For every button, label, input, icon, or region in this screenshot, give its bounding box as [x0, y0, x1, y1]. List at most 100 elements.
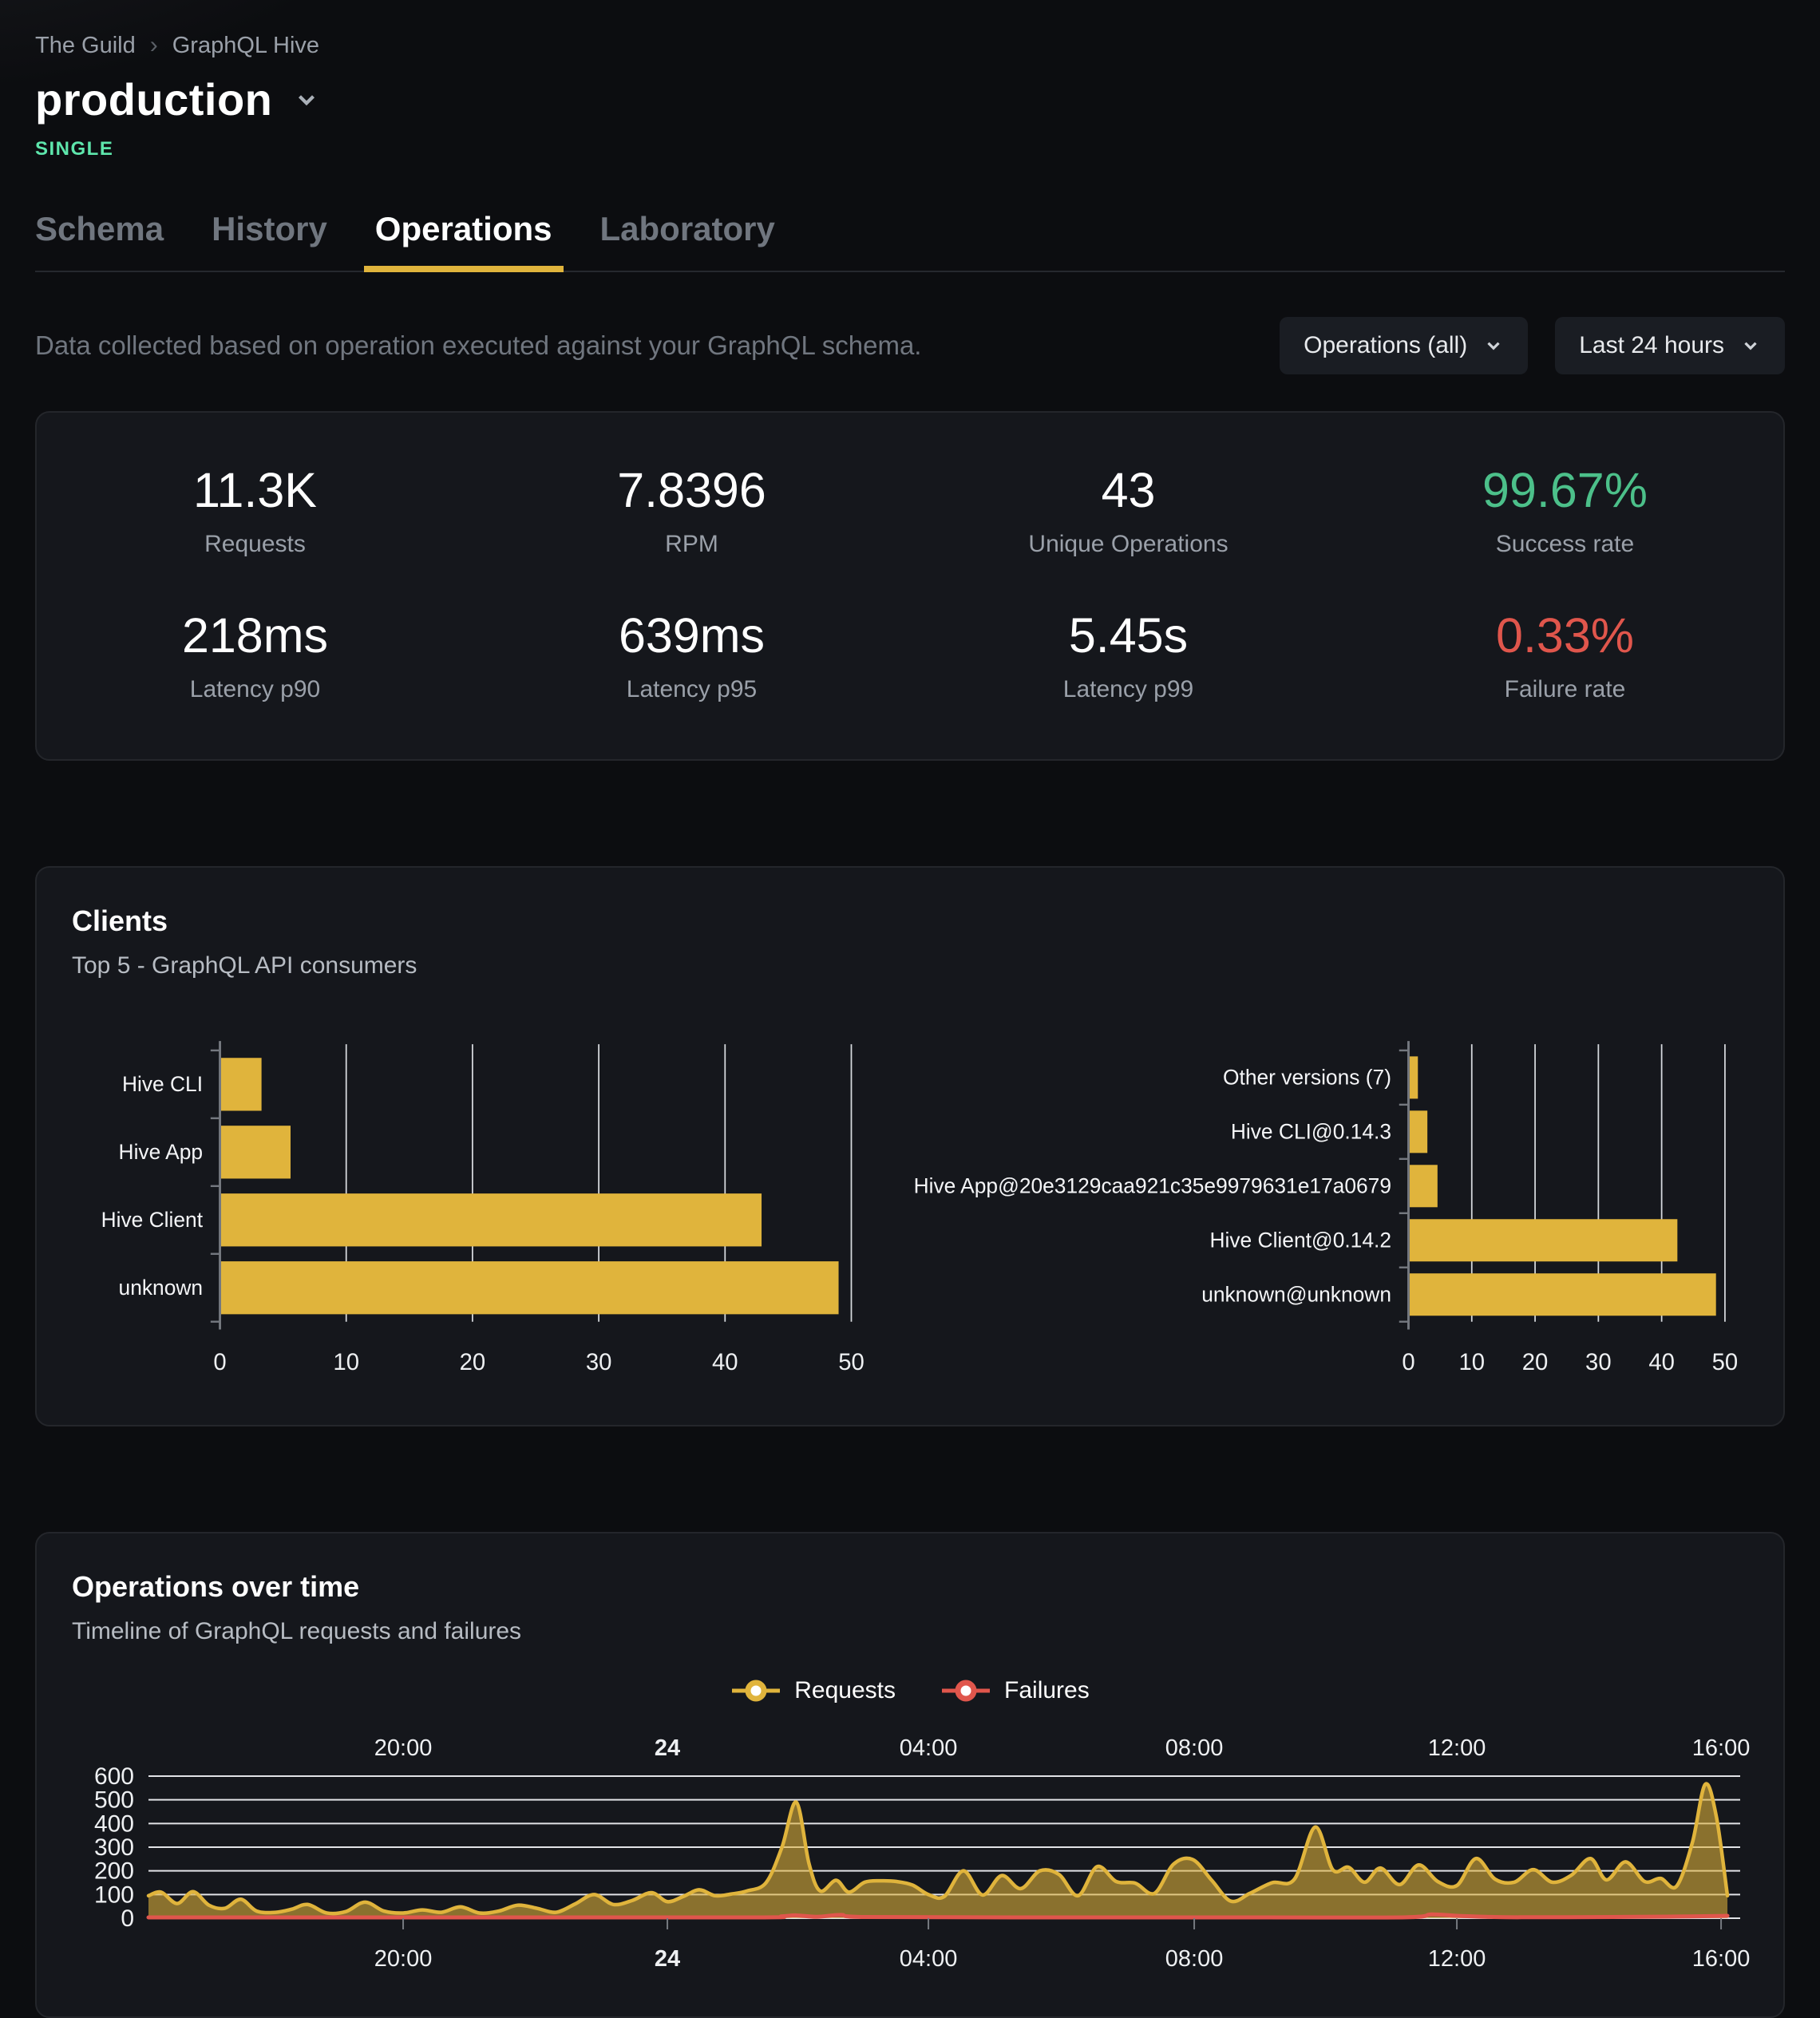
clients-subtitle: Top 5 - GraphQL API consumers: [72, 952, 417, 979]
chevron-down-icon: [1744, 342, 1757, 350]
stat-latency-p95-value: 639ms: [618, 608, 766, 663]
requests-series-marker-icon: [732, 1680, 781, 1702]
stat-unique-operations-label: Unique Operations: [1028, 531, 1228, 557]
legend-item-failures[interactable]: Failures: [940, 1677, 1090, 1704]
svg-text:Hive Client: Hive Client: [101, 1208, 204, 1232]
svg-text:50: 50: [1711, 1349, 1738, 1375]
svg-text:10: 10: [333, 1349, 359, 1375]
stats-summary-card: 11.3K Requests 7.8396 RPM 43 Unique Oper…: [35, 411, 1785, 761]
stat-latency-p99-label: Latency p99: [1062, 676, 1194, 702]
stat-failure-rate: 0.33% Failure rate: [1347, 607, 1783, 703]
stat-rpm: 7.8396 RPM: [473, 462, 910, 558]
svg-text:24: 24: [655, 1735, 680, 1761]
breadcrumb-separator-icon: ›: [149, 32, 158, 58]
svg-text:12:00: 12:00: [1428, 1735, 1486, 1761]
operations-over-time-subtitle: Timeline of GraphQL requests and failure…: [72, 1618, 522, 1644]
svg-text:Hive App@20e3129caa921c35e9979: Hive App@20e3129caa921c35e9979631e17a067…: [913, 1174, 1391, 1198]
chevron-down-icon: [1487, 342, 1500, 350]
stat-failure-rate-value: 0.33%: [1496, 608, 1634, 663]
tab-schema[interactable]: Schema: [35, 210, 164, 247]
stat-latency-p90: 218ms Latency p90: [37, 607, 473, 703]
svg-text:Hive CLI@0.14.3: Hive CLI@0.14.3: [1231, 1120, 1391, 1144]
svg-text:08:00: 08:00: [1165, 1946, 1224, 1972]
failures-series-marker-icon: [942, 1680, 991, 1702]
stat-success-rate-value: 99.67%: [1482, 463, 1648, 517]
stat-rpm-value: 7.8396: [617, 463, 766, 517]
svg-text:200: 200: [94, 1858, 134, 1885]
tab-laboratory[interactable]: Laboratory: [599, 210, 775, 247]
svg-text:24: 24: [655, 1946, 680, 1972]
stat-failure-rate-label: Failure rate: [1504, 676, 1626, 702]
time-range-label: Last 24 hours: [1579, 332, 1724, 358]
stat-latency-p99: 5.45s Latency p99: [910, 607, 1347, 703]
operations-filter-label: Operations (all): [1304, 332, 1468, 358]
stat-latency-p90-value: 218ms: [181, 608, 329, 663]
svg-text:40: 40: [1648, 1349, 1675, 1375]
operations-toolbar: Data collected based on operation execut…: [0, 272, 1820, 374]
svg-text:Hive App: Hive App: [119, 1140, 204, 1164]
breadcrumb-org-link[interactable]: The Guild: [35, 32, 136, 58]
svg-text:20: 20: [460, 1349, 486, 1375]
stat-requests-label: Requests: [204, 531, 306, 557]
svg-text:04:00: 04:00: [900, 1735, 958, 1761]
breadcrumb: The Guild › GraphQL Hive: [35, 32, 1785, 59]
stat-unique-operations: 43 Unique Operations: [910, 462, 1347, 558]
svg-text:500: 500: [94, 1787, 134, 1814]
svg-text:0: 0: [1402, 1349, 1414, 1375]
stat-success-rate: 99.67% Success rate: [1347, 462, 1783, 558]
svg-text:04:00: 04:00: [900, 1946, 958, 1972]
svg-text:unknown@unknown: unknown@unknown: [1201, 1283, 1391, 1307]
svg-text:Hive Client@0.14.2: Hive Client@0.14.2: [1209, 1229, 1391, 1252]
stat-latency-p95-label: Latency p95: [626, 676, 758, 702]
svg-text:30: 30: [1585, 1349, 1612, 1375]
svg-text:Other versions (7): Other versions (7): [1223, 1066, 1391, 1090]
breadcrumb-project-link[interactable]: GraphQL Hive: [172, 32, 320, 58]
timeline-legend: Requests Failures: [72, 1677, 1748, 1704]
svg-text:100: 100: [94, 1881, 134, 1908]
stat-latency-p90-label: Latency p90: [189, 676, 321, 702]
legend-label-failures: Failures: [1004, 1677, 1090, 1703]
time-range-filter-button[interactable]: Last 24 hours: [1555, 317, 1785, 374]
operations-timeline-chart: 20:00 24 04:00 08:00 12:00 16:00 0100200300400…: [94, 1735, 1751, 1972]
page-header: The Guild › GraphQL Hive production SING…: [0, 0, 1820, 272]
operations-over-time-card: Operations over time Timeline of GraphQL…: [35, 1532, 1785, 2018]
target-mode-badge: SINGLE: [35, 138, 114, 160]
svg-text:400: 400: [94, 1810, 134, 1837]
svg-text:600: 600: [94, 1763, 134, 1790]
svg-text:0: 0: [213, 1349, 226, 1375]
page-title: production: [35, 74, 273, 125]
clients-card: Clients Top 5 - GraphQL API consumers Hi…: [35, 866, 1785, 1426]
clients-by-name-bar-chart: Hive CLI Hive App Hive Client unknown 0 10 20 3…: [101, 1041, 864, 1375]
svg-text:20: 20: [1522, 1349, 1549, 1375]
legend-label-requests: Requests: [794, 1677, 896, 1703]
svg-text:unknown: unknown: [119, 1276, 204, 1300]
tab-operations[interactable]: Operations: [363, 210, 564, 272]
svg-text:300: 300: [94, 1834, 134, 1861]
svg-text:30: 30: [586, 1349, 612, 1375]
svg-text:16:00: 16:00: [1692, 1735, 1751, 1761]
svg-text:20:00: 20:00: [374, 1735, 433, 1761]
tab-bar: Schema History Operations Laboratory: [35, 210, 1785, 272]
svg-text:50: 50: [838, 1349, 864, 1375]
stat-requests: 11.3K Requests: [37, 462, 473, 558]
stat-unique-operations-value: 43: [1101, 463, 1156, 517]
svg-text:12:00: 12:00: [1428, 1946, 1486, 1972]
svg-text:0: 0: [121, 1905, 134, 1932]
clients-by-version-bar-chart: Other versions (7) Hive CLI@0.14.3 Hive Ap…: [913, 1041, 1738, 1375]
target-selector-chevron-down-icon[interactable]: [293, 86, 320, 113]
stat-success-rate-label: Success rate: [1495, 531, 1635, 557]
stat-latency-p99-value: 5.45s: [1068, 608, 1189, 663]
operations-over-time-title: Operations over time: [72, 1570, 360, 1603]
clients-title: Clients: [72, 904, 168, 937]
svg-text:10: 10: [1458, 1349, 1485, 1375]
svg-text:16:00: 16:00: [1692, 1946, 1751, 1972]
svg-text:Hive CLI: Hive CLI: [122, 1072, 203, 1096]
tab-history[interactable]: History: [212, 210, 327, 247]
svg-text:40: 40: [712, 1349, 738, 1375]
legend-item-requests[interactable]: Requests: [730, 1677, 896, 1704]
operations-filter-button[interactable]: Operations (all): [1280, 317, 1529, 374]
collection-description: Data collected based on operation execut…: [35, 330, 922, 360]
stat-latency-p95: 639ms Latency p95: [473, 607, 910, 703]
svg-text:08:00: 08:00: [1165, 1735, 1224, 1761]
